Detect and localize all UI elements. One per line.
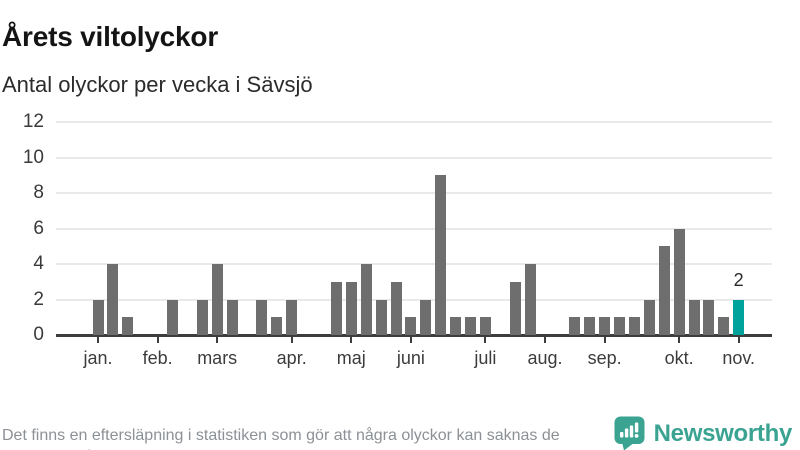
y-axis-label-4: 4 [33,253,44,274]
y-axis-label-12: 12 [22,111,44,132]
bar-week-18 [345,281,357,335]
page-title: Årets viltolyckor [2,20,219,52]
bar-week-8 [196,299,208,335]
bar-week-29 [509,281,521,335]
bar-week-3 [122,317,134,335]
chart-subtitle: Antal olyckor per vecka i Sävsjö [2,72,313,97]
x-tick-maj [350,337,353,343]
y-axis-label-0: 0 [33,324,44,345]
x-axis-label-okt.: okt. [664,348,694,368]
x-axis-label-sep.: sep. [587,348,622,368]
x-tick-mars [216,337,219,343]
gridline-2 [56,298,772,301]
bar-week-22 [405,317,417,335]
x-axis-label-nov.: nov. [722,348,756,368]
x-tick-jan. [97,337,99,343]
y-axis-label-2: 2 [33,288,44,310]
last-value-label: 2 [733,269,744,290]
bar-week-6 [167,299,178,335]
bar-week-12 [256,299,268,335]
bar-week-42 [703,299,715,335]
bar-week-17 [330,281,342,335]
bar-week-13 [271,317,283,335]
gridline-4 [56,263,772,265]
data-lag-footnote: Det finns en eftersläpning i statistiken… [2,427,560,450]
x-tick-aug. [544,337,546,343]
y-axis-label-8: 8 [33,182,44,203]
bar-week-44 [733,299,745,335]
y-axis-label-6: 6 [33,217,44,239]
bar-week-35 [599,317,611,335]
x-tick-juni [409,337,412,343]
bar-week-1 [92,299,104,335]
bar-week-24 [435,175,447,335]
bar-week-40 [673,228,685,335]
bar-week-38 [643,299,655,335]
gridline-8 [56,192,772,194]
bar-week-10 [226,299,238,335]
x-axis-label-maj: maj [336,348,366,368]
x-tick-feb. [156,337,159,343]
bar-week-43 [718,317,730,335]
bar-week-33 [569,317,581,335]
gridline-6 [56,227,772,230]
bar-week-30 [524,264,536,335]
x-axis-label-juni: juni [396,348,425,368]
x-axis-label-apr.: apr. [276,348,307,368]
x-tick-okt. [678,337,681,343]
bar-week-26 [465,317,476,335]
bar-week-27 [479,317,491,335]
x-tick-nov. [737,337,740,343]
bar-week-36 [614,317,625,335]
bar-week-19 [360,264,372,335]
x-axis-label-jan.: jan. [83,348,113,368]
newsworthy-wordmark: Newsworthy [653,419,793,447]
bar-week-20 [375,299,387,335]
x-axis-line [56,334,772,337]
bar-week-9 [211,264,223,335]
newsworthy-icon [614,416,645,450]
bar-week-25 [450,317,462,335]
gridline-12 [56,121,772,123]
x-tick-apr. [290,337,293,343]
bar-week-2 [107,264,119,335]
x-tick-sep. [603,337,606,343]
bar-week-39 [658,246,670,335]
newsworthy-logo: Newsworthy [614,416,792,450]
bar-week-14 [286,299,298,335]
bar-week-37 [628,317,640,335]
x-axis-label-feb.: feb. [142,348,173,368]
bar-week-41 [688,299,700,335]
gridline-10 [56,156,772,159]
x-axis-label-juli: juli [474,348,497,368]
weekly-accidents-bar-chart: 0 2 4 6 8 10 12 2 jan. feb. mars apr. maj juni juli aug… [22,111,772,368]
bar-week-21 [390,281,402,335]
x-axis-label-aug.: aug. [527,348,563,368]
bar-week-34 [584,317,596,335]
x-axis-label-mars: mars [197,348,238,368]
y-axis-label-10: 10 [22,146,44,168]
x-tick-juli [484,337,487,343]
bar-week-23 [420,299,432,335]
